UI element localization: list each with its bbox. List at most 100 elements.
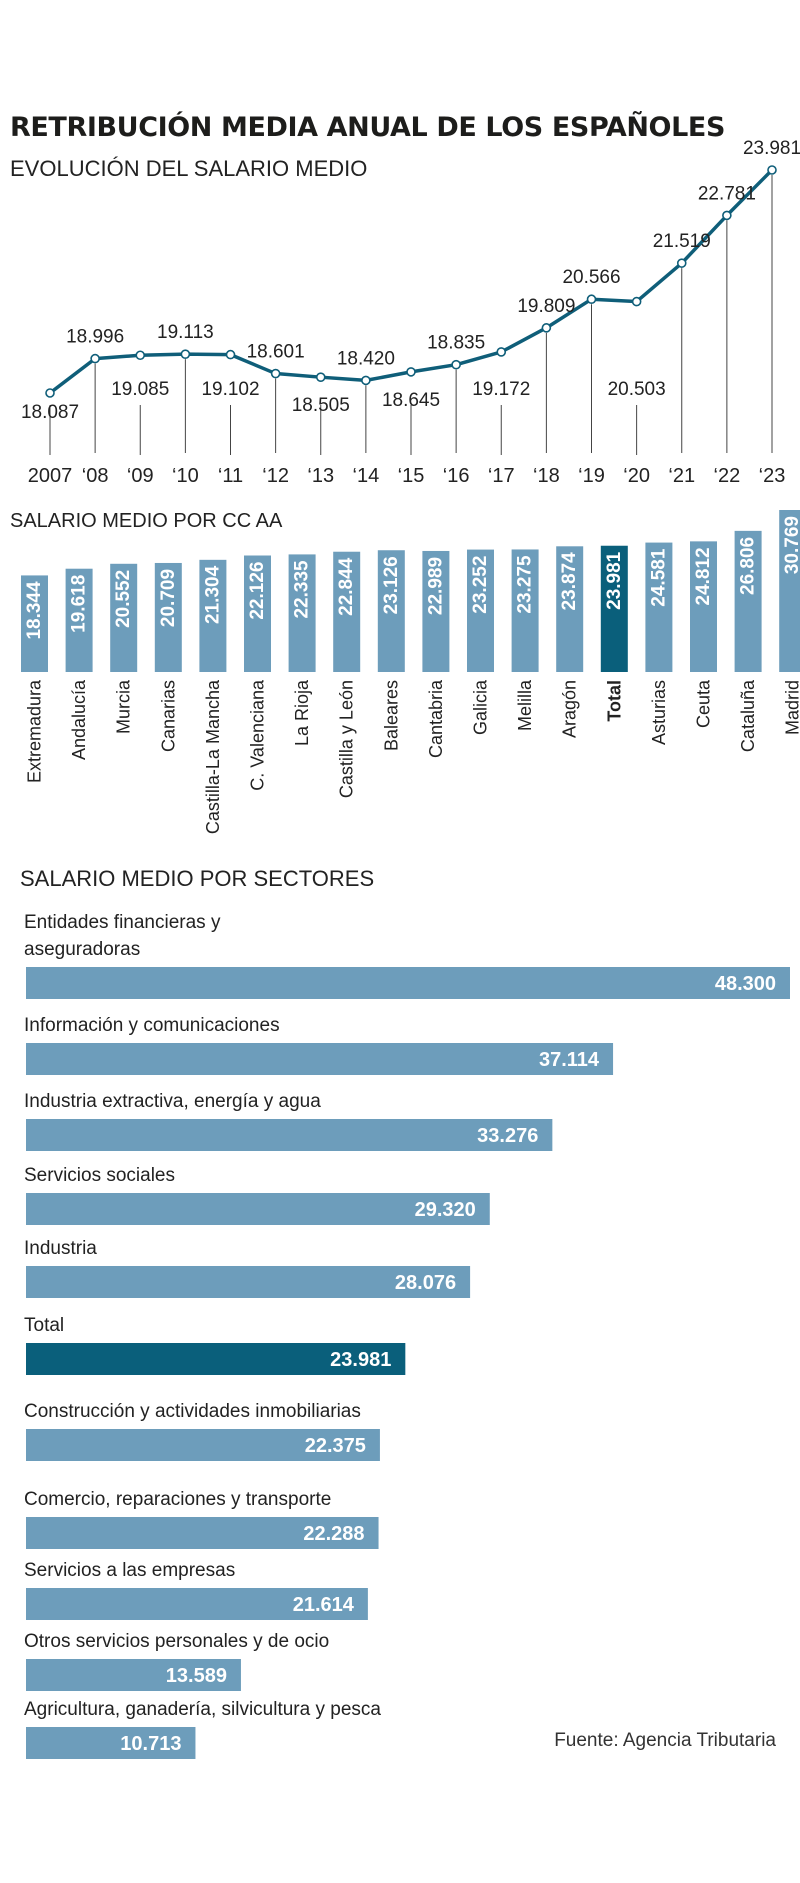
region-category-label: Melilla — [515, 679, 535, 731]
data-label: 19.085 — [111, 379, 169, 400]
region-bar — [244, 555, 271, 672]
salary-by-sector-bar-chart: Entidades financieras y aseguradoras 48.30… — [24, 912, 790, 1759]
sector-bar — [26, 1193, 490, 1225]
region-category-label: Extremadura — [25, 679, 45, 783]
sector-bar — [26, 1266, 471, 1298]
source-note: Fuente: Agencia Tributaria — [554, 1730, 776, 1751]
data-label: 18.996 — [66, 327, 124, 348]
region-bar — [65, 568, 93, 672]
region-category-label: Castilla y León — [337, 680, 357, 798]
data-label: 20.503 — [608, 379, 666, 400]
sector-bar — [26, 1043, 614, 1075]
sector-category-label: aseguradoras — [24, 939, 140, 960]
sector-bar — [26, 1588, 368, 1620]
data-point — [586, 294, 597, 305]
sector-bar — [26, 1727, 196, 1759]
data-label: 18.505 — [292, 395, 350, 416]
data-label: 19.809 — [517, 296, 575, 317]
sector-value-label: 33.276 — [477, 1125, 538, 1147]
sector-category-label: Servicios sociales — [24, 1165, 175, 1186]
regions-section-title: SALARIO MEDIO POR CC AA — [10, 510, 283, 532]
region-value-label: 22.126 — [247, 562, 268, 620]
region-value-label: 23.275 — [515, 555, 536, 614]
region-bar — [511, 549, 539, 672]
salary-evolution-line-chart: 18.087 2007 18.996 ‘08 19.085 ‘09 19.113 ‘10 19.… — [21, 138, 800, 487]
sector-value-label: 23.981 — [330, 1349, 391, 1371]
sector-value-label: 29.320 — [415, 1199, 476, 1221]
region-category-label: Canarias — [158, 680, 178, 752]
sector-bar — [26, 1517, 379, 1549]
region-bar — [154, 562, 182, 672]
data-point — [90, 353, 100, 364]
data-label: 18.835 — [427, 333, 485, 354]
x-tick-label: ‘23 — [759, 465, 786, 487]
region-bar — [779, 510, 800, 672]
region-value-label: 30.769 — [782, 516, 800, 574]
x-tick-label: ‘12 — [262, 465, 289, 487]
data-point — [135, 350, 146, 361]
data-point — [676, 258, 687, 268]
x-tick-label: ‘20 — [623, 465, 650, 487]
region-bar — [734, 530, 762, 672]
sector-value-label: 22.375 — [305, 1435, 366, 1457]
sector-category-label: Otros servicios personales y de ocio — [24, 1631, 329, 1652]
region-bar — [21, 575, 48, 672]
region-value-label: 23.126 — [381, 556, 402, 614]
sector-value-label: 22.288 — [303, 1523, 364, 1545]
region-bar — [645, 542, 673, 672]
x-tick-label: ‘17 — [488, 465, 515, 487]
data-label: 21.519 — [653, 231, 711, 252]
data-point — [45, 388, 55, 398]
data-label: 19.113 — [157, 322, 214, 343]
region-category-label: Madrid — [783, 680, 800, 735]
sector-category-label: Industria extractiva, energía y agua — [24, 1091, 321, 1112]
x-tick-label: ‘15 — [398, 465, 425, 487]
sector-bar — [26, 1659, 241, 1691]
data-label: 19.102 — [201, 379, 259, 400]
sector-category-label: Industria — [24, 1238, 97, 1259]
region-value-label: 19.618 — [69, 575, 90, 633]
region-value-label: 22.335 — [292, 560, 313, 619]
data-point — [406, 367, 416, 377]
region-bar — [377, 550, 405, 672]
region-value-label: 18.344 — [24, 581, 45, 640]
x-tick-label: 2007 — [28, 465, 73, 487]
sector-category-label: Agricultura, ganadería, silvicultura y p… — [24, 1699, 381, 1720]
x-tick-label: ‘16 — [443, 465, 470, 487]
data-label: 19.172 — [472, 379, 530, 400]
data-point — [767, 165, 777, 175]
data-point — [180, 349, 191, 359]
x-tick-label: ‘09 — [127, 465, 154, 487]
region-value-label: 24.812 — [693, 547, 714, 605]
region-value-label: 20.709 — [158, 569, 179, 627]
x-tick-label: ‘19 — [578, 465, 605, 487]
region-category-label: Aragón — [560, 680, 580, 738]
region-category-label: Ceuta — [694, 679, 714, 728]
data-label: 18.601 — [247, 342, 305, 363]
region-bar — [600, 545, 628, 672]
region-bar — [422, 550, 450, 672]
data-label: 20.566 — [562, 267, 620, 288]
region-value-label: 22.844 — [336, 557, 357, 616]
data-point — [541, 323, 552, 333]
region-value-label: 20.552 — [113, 570, 134, 628]
sector-category-label: Servicios a las empresas — [24, 1560, 235, 1581]
x-tick-label: ‘10 — [172, 465, 199, 487]
region-category-label: Castilla-La Mancha — [203, 679, 223, 834]
region-value-label: 22.989 — [425, 557, 446, 615]
sectors-section-title: SALARIO MEDIO POR SECTORES — [20, 866, 375, 891]
data-label: 18.645 — [382, 390, 440, 411]
data-point — [451, 359, 461, 370]
x-tick-label: ‘18 — [533, 465, 560, 487]
region-bar — [690, 541, 717, 672]
chart-title: RETRIBUCIÓN MEDIA ANUAL DE LOS ESPAÑOLES — [10, 112, 725, 143]
sector-category-label: Comercio, reparaciones y transporte — [24, 1489, 331, 1510]
sector-value-label: 48.300 — [715, 973, 776, 995]
region-category-label: Asturias — [649, 680, 669, 745]
sector-category-label: Total — [24, 1315, 64, 1336]
region-category-label: Cataluña — [738, 679, 758, 752]
data-point — [225, 349, 236, 360]
region-value-label: 23.981 — [604, 551, 625, 610]
region-value-label: 23.252 — [470, 556, 491, 614]
sector-bar — [26, 967, 790, 999]
